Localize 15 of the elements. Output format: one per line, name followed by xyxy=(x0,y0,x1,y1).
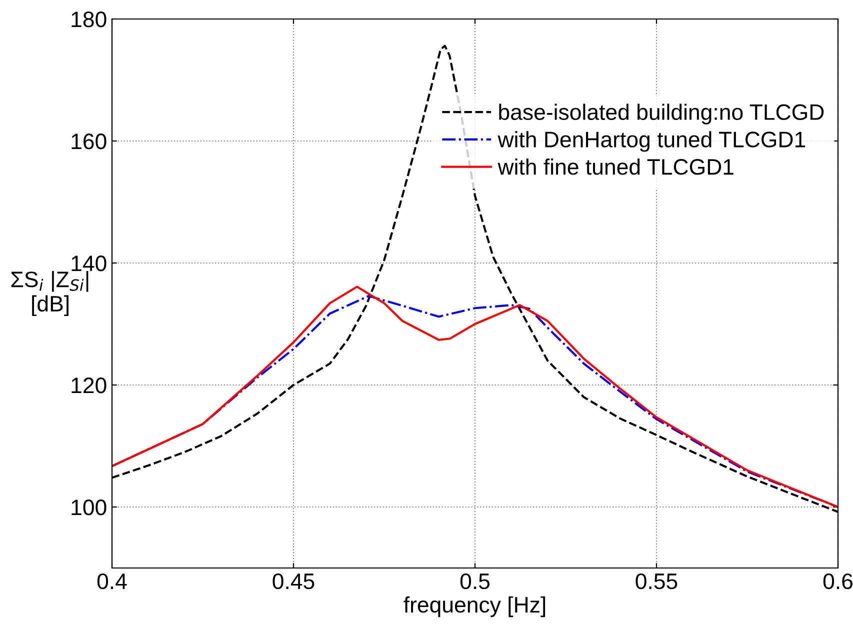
y-tick-label: 160 xyxy=(72,134,106,150)
x-tick-label: 0.5 xyxy=(460,573,490,590)
x-tick-label: 0.45 xyxy=(272,573,314,590)
y-tick-label: 140 xyxy=(72,256,106,272)
y-axis-title: ΣS$_{i}$ |Z$_{Si}$| [dB] xyxy=(11,270,88,316)
x-tick-label: 0.55 xyxy=(636,573,678,590)
legend-label: base-isolated building:no TLCGD xyxy=(499,104,824,124)
y-tick-label: 120 xyxy=(72,378,106,394)
x-tick-label: 0.4 xyxy=(97,573,127,590)
y-tick-label: 100 xyxy=(72,500,106,516)
x-axis-title: frequency [Hz] xyxy=(404,596,546,618)
legend-label: with fine tuned TLCGD1 xyxy=(498,158,734,175)
y-tick-label: 180 xyxy=(72,12,106,28)
x-tick-label: 0.6 xyxy=(823,573,852,590)
legend-label: with DenHartog tuned TLCGD1 xyxy=(498,131,806,152)
